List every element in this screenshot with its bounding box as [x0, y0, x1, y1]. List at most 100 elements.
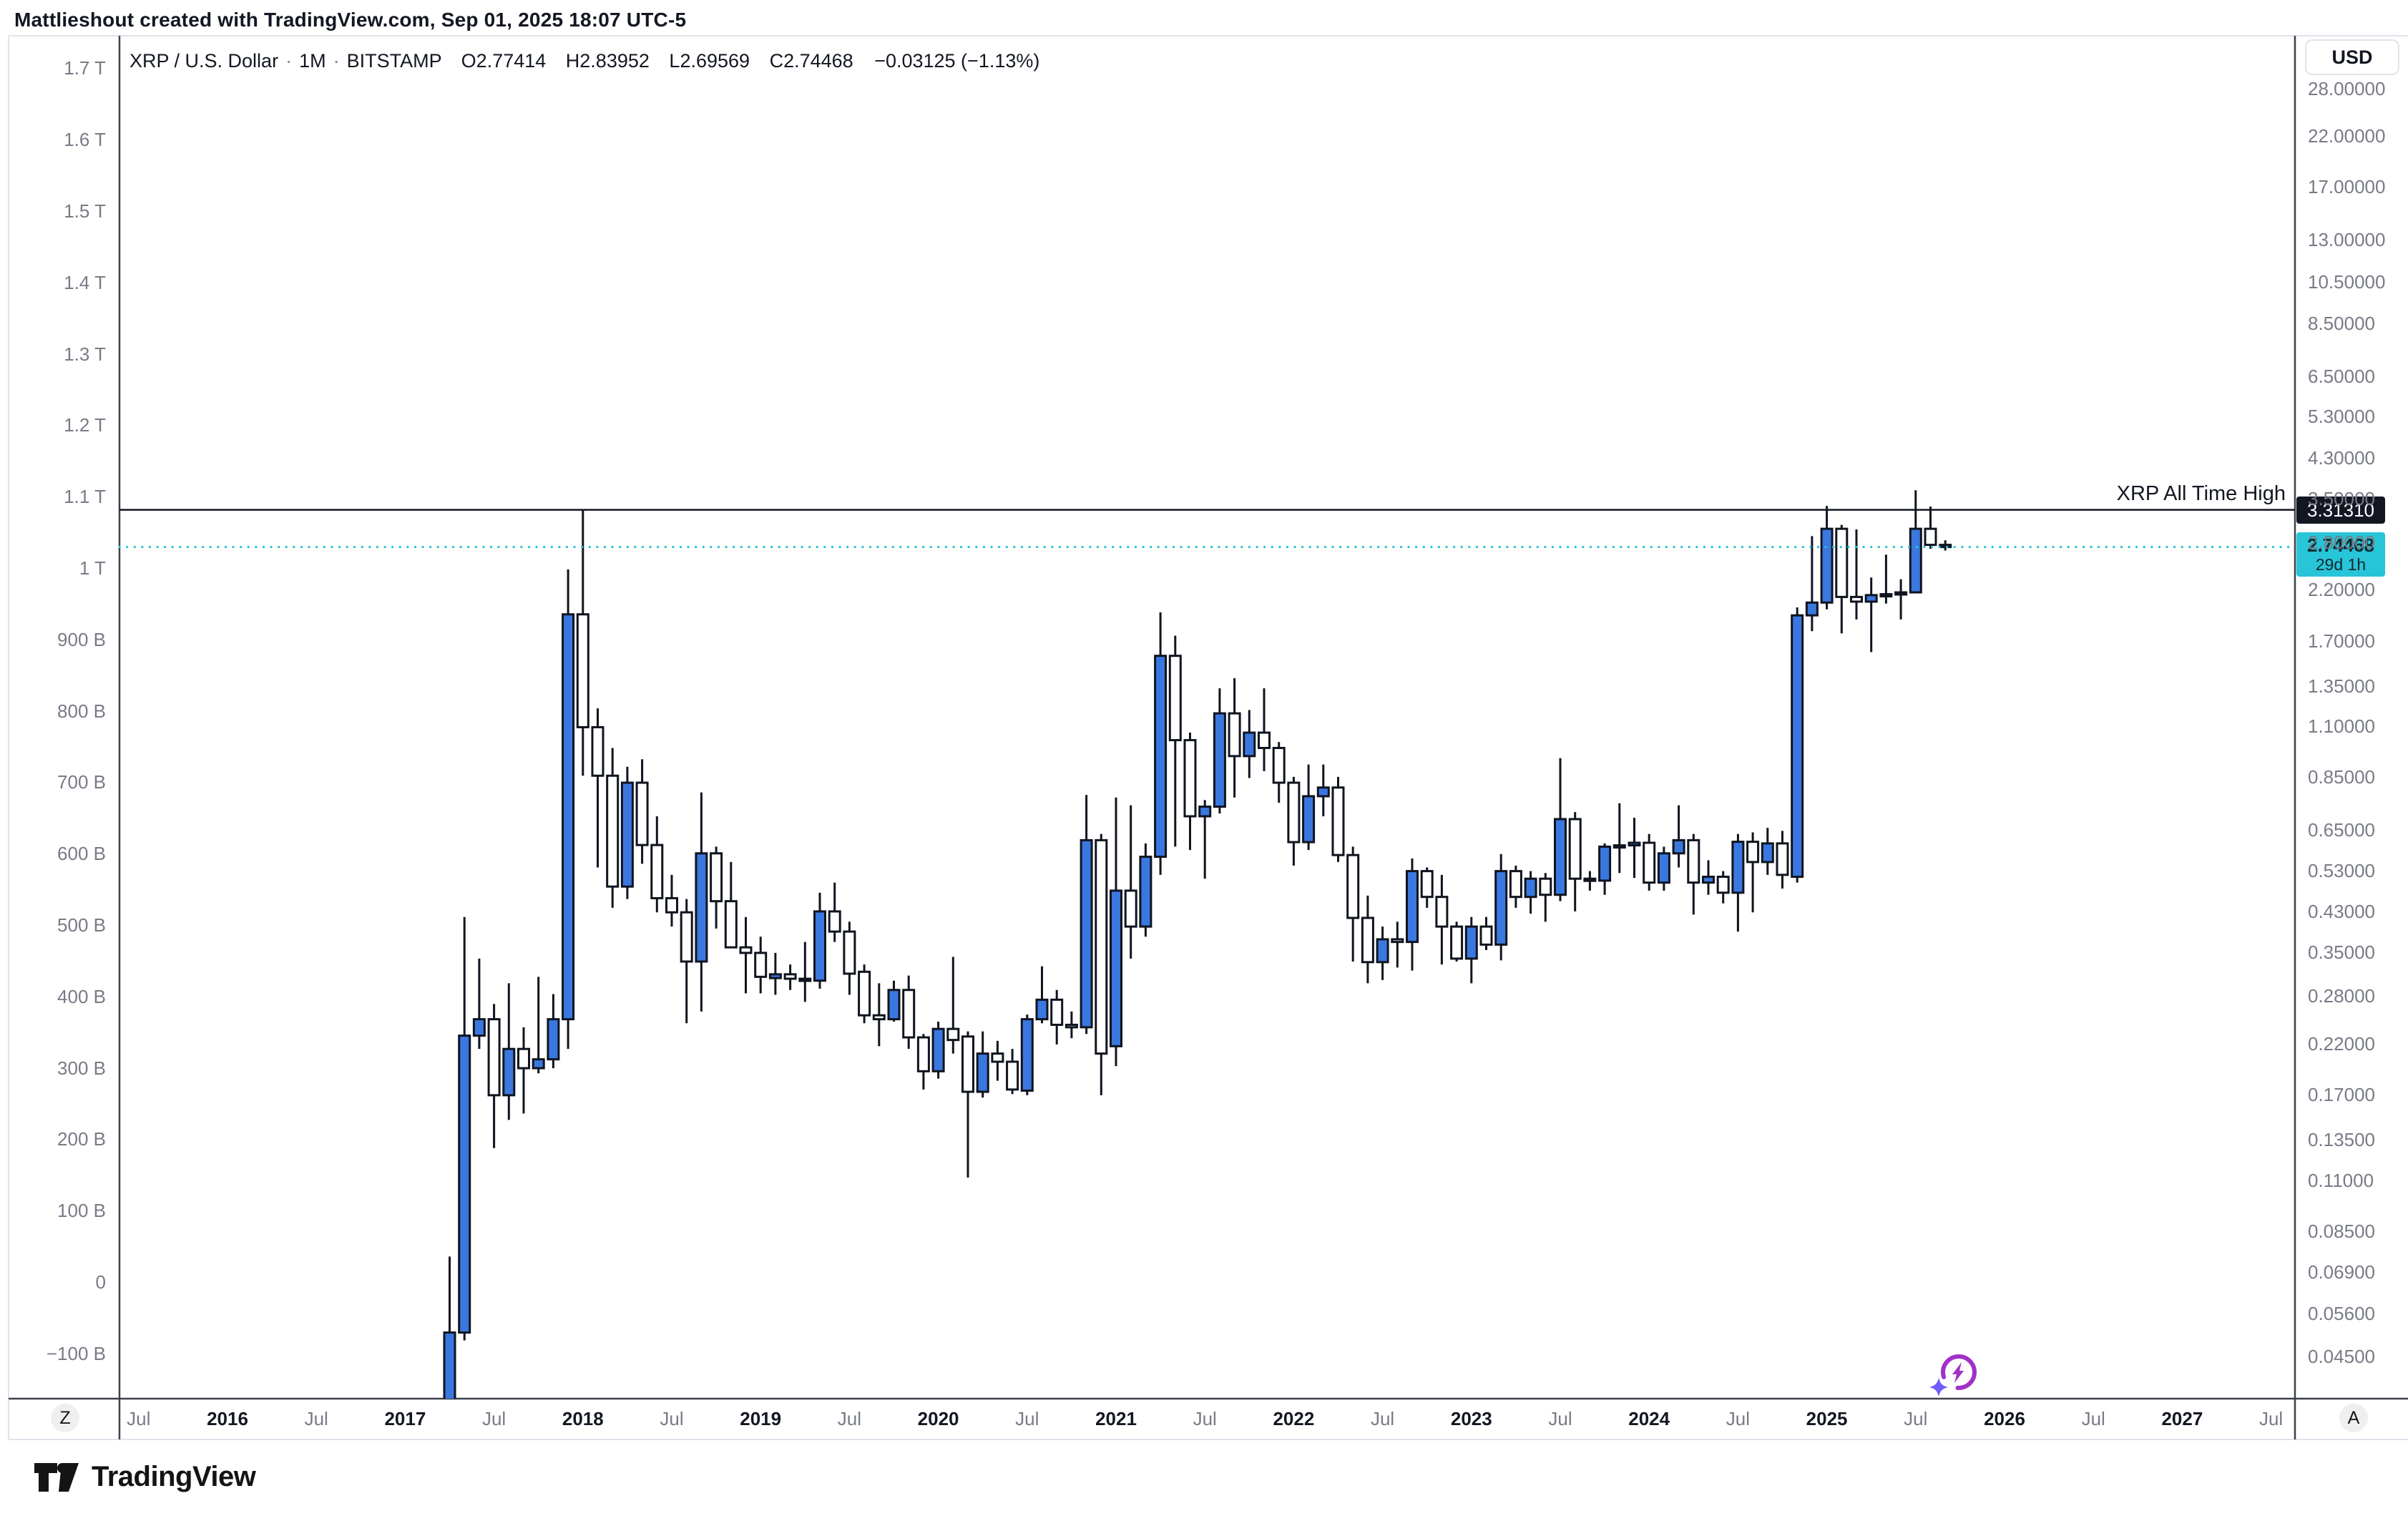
candle	[1198, 800, 1212, 879]
auto-scale-button[interactable]: A	[2339, 1404, 2368, 1432]
candle-body	[1464, 925, 1478, 960]
candle	[1716, 871, 1730, 904]
candle	[1139, 843, 1152, 937]
time-axis-year-tick: 2024	[1628, 1408, 1670, 1429]
candle-body	[1006, 1060, 1019, 1091]
symbol-legend[interactable]: XRP / U.S. Dollar · 1M · BITSTAMP O2.77414 H…	[129, 50, 1039, 72]
candle-body	[1702, 876, 1715, 884]
candle-body	[1479, 925, 1493, 946]
candle-body	[1302, 795, 1316, 843]
ohlc-close: C2.74468	[769, 50, 853, 72]
candle-body	[1539, 877, 1552, 896]
right-axis-tick: 8.50000	[2308, 313, 2375, 335]
candle-body	[1287, 781, 1301, 843]
candle-body	[1554, 818, 1567, 896]
symbol-title[interactable]: XRP / U.S. Dollar	[129, 50, 279, 72]
candle	[1450, 921, 1464, 962]
candle-body	[1243, 731, 1256, 758]
candle	[1435, 874, 1449, 965]
candle	[562, 569, 575, 1050]
candles-layer	[443, 490, 1952, 1399]
candle	[1731, 833, 1745, 932]
candle	[1643, 833, 1656, 891]
candle-body	[946, 1027, 960, 1042]
symbol-interval[interactable]: 1M	[299, 50, 326, 72]
candle	[1761, 828, 1774, 875]
candle	[517, 1027, 530, 1114]
right-axis-tick: 3.50000	[2308, 487, 2375, 509]
candle	[976, 1031, 989, 1098]
candle-body	[1168, 655, 1182, 742]
left-axis-tick: 1.2 T	[64, 414, 106, 436]
right-axis-tick: 0.13500	[2308, 1129, 2375, 1151]
candle	[1494, 854, 1508, 961]
time-axis-year-tick: 2026	[1984, 1408, 2025, 1429]
candle	[1124, 805, 1137, 959]
candle	[1316, 764, 1330, 816]
candle-body	[1612, 844, 1626, 849]
right-axis-tick: 0.04500	[2308, 1346, 2375, 1368]
price-change: −0.03125 (−1.13%)	[874, 50, 1040, 72]
tradingview-logo-text: TradingView	[92, 1461, 256, 1492]
candle	[665, 874, 678, 927]
candle	[1820, 506, 1834, 610]
tradingview-logo[interactable]: TradingView	[33, 1461, 256, 1493]
lightning-boost-icon[interactable]	[1922, 1349, 1986, 1399]
candle-body	[1050, 998, 1064, 1026]
candle-body	[1776, 842, 1789, 876]
candle	[1228, 678, 1241, 798]
candle	[620, 766, 634, 899]
candle	[1612, 803, 1626, 874]
candle	[768, 952, 782, 995]
candle-body	[739, 946, 753, 954]
right-axis-tick: 0.53000	[2308, 859, 2375, 881]
candle-body	[502, 1047, 516, 1097]
candle	[443, 1256, 456, 1399]
candle	[813, 892, 826, 989]
candle-body	[1716, 876, 1730, 894]
currency-toggle-button[interactable]: USD	[2305, 39, 2399, 75]
candle	[680, 899, 693, 1024]
candle	[1479, 916, 1493, 951]
time-axis-year-tick: 2027	[2161, 1408, 2203, 1429]
candle	[858, 964, 871, 1024]
candle-body	[1939, 544, 1952, 549]
candle-body	[887, 989, 901, 1021]
right-axis-tick: 2.80000	[2308, 532, 2375, 554]
right-axis-tick: 0.17000	[2308, 1083, 2375, 1105]
candle	[1939, 540, 1952, 551]
candle	[1509, 865, 1522, 908]
candle	[650, 816, 664, 913]
right-axis-tick: 1.35000	[2308, 675, 2375, 698]
candle-body	[872, 1014, 886, 1021]
candle-body	[858, 970, 871, 1017]
candle	[1095, 833, 1108, 1095]
candle-body	[1672, 838, 1685, 855]
candle-body	[1213, 712, 1226, 808]
candle-body	[1568, 818, 1582, 880]
candle	[828, 882, 841, 942]
left-axis-tick: 100 B	[57, 1200, 106, 1222]
candle-body	[724, 900, 738, 949]
candle-body	[813, 910, 826, 982]
time-axis-year-tick: 2020	[917, 1408, 959, 1429]
candle-body	[1494, 870, 1508, 946]
time-axis-month-tick: Jul	[127, 1408, 151, 1429]
candle-body	[1316, 786, 1330, 798]
candle	[1006, 1049, 1019, 1095]
timezone-button[interactable]: Z	[51, 1404, 79, 1432]
candle-body	[1657, 852, 1670, 884]
candle-body	[1080, 838, 1093, 1029]
symbol-exchange[interactable]: BITSTAMP	[346, 50, 442, 72]
candle-body	[620, 781, 634, 888]
left-axis-tick: 300 B	[57, 1057, 106, 1079]
time-axis-month-tick: Jul	[1015, 1408, 1039, 1429]
candle-body	[680, 911, 693, 963]
candle-body	[1361, 916, 1374, 964]
candle-body	[487, 1018, 501, 1097]
last-price-badge: 2.74468 29d 1h	[2296, 532, 2385, 577]
candle-body	[1376, 938, 1389, 964]
candle-body	[1391, 938, 1404, 944]
candle-body	[1139, 856, 1152, 928]
